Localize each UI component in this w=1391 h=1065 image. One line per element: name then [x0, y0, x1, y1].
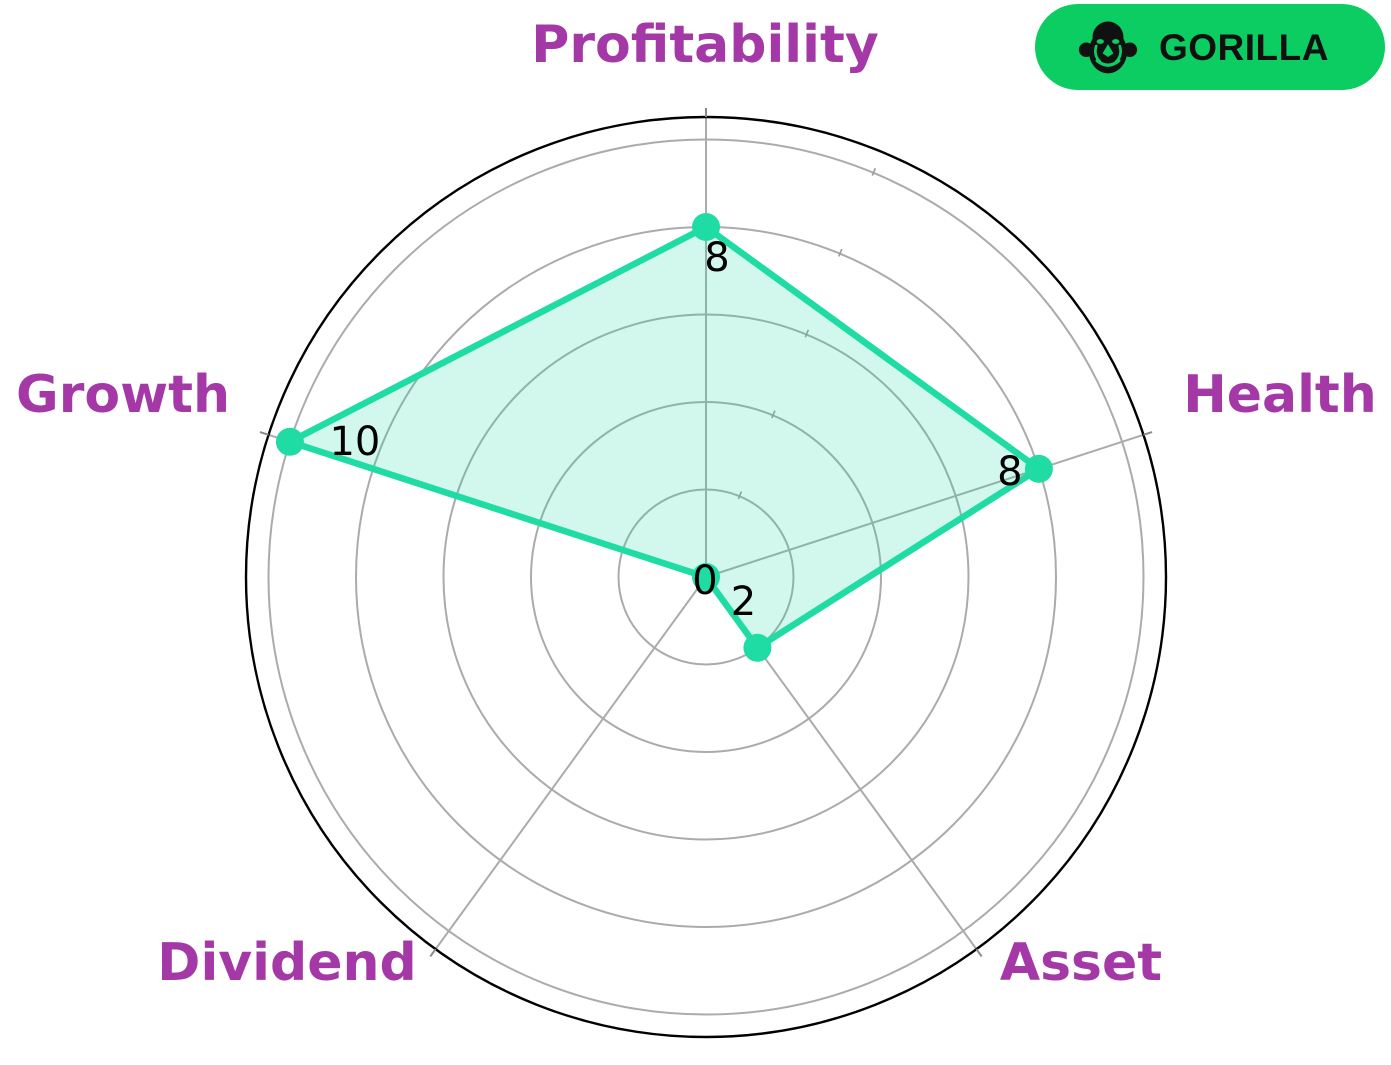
data-point-value-label: 8	[997, 449, 1022, 495]
theta-tick	[259, 431, 269, 436]
axis-label-profitability: Profitability	[531, 15, 879, 75]
gorilla-badge: GORILLA	[1035, 4, 1385, 90]
spoke-line	[434, 576, 707, 950]
axis-label-dividend: Dividend	[157, 933, 417, 993]
data-point-value-label: 8	[704, 235, 729, 281]
data-point-dot	[1024, 454, 1053, 483]
data-point-dot	[743, 633, 772, 662]
theta-tick	[975, 948, 983, 958]
radar-polygon	[286, 223, 1043, 652]
theta-tick	[429, 948, 437, 958]
r-tick	[737, 491, 743, 500]
axis-label-growth: Growth	[16, 365, 230, 425]
data-point-dot	[692, 213, 720, 241]
data-point-value-label: 10	[329, 419, 380, 465]
theta-tick	[1143, 431, 1153, 436]
axis-label-health: Health	[1183, 365, 1377, 425]
spoke-line	[705, 433, 1144, 578]
data-point-value-label: 0	[692, 558, 717, 604]
r-tick	[838, 248, 843, 257]
badge-label: GORILLA	[1159, 26, 1329, 68]
data-point-dot	[692, 563, 720, 591]
r-tick	[871, 167, 877, 176]
r-tick	[771, 410, 776, 419]
data-point-dot	[275, 427, 304, 456]
gorilla-icon	[1078, 21, 1138, 74]
data-point-value-label: 2	[731, 579, 756, 625]
axis-label-asset: Asset	[999, 933, 1163, 993]
r-tick	[804, 329, 810, 338]
